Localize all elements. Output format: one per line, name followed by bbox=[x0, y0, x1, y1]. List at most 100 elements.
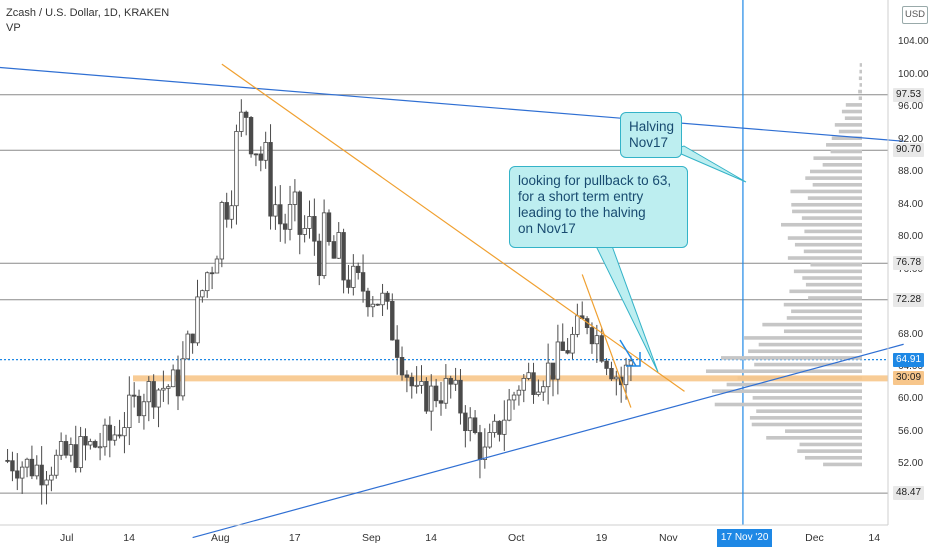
volume-bar bbox=[793, 269, 862, 274]
volume-bar bbox=[841, 109, 862, 114]
candle-body bbox=[604, 360, 609, 369]
candle-body bbox=[355, 265, 361, 273]
price-level-label: 48.47 bbox=[893, 486, 925, 501]
volume-bar bbox=[758, 342, 862, 347]
volume-bar bbox=[823, 462, 862, 467]
candle-body bbox=[234, 131, 239, 207]
candle-body bbox=[438, 400, 444, 404]
volume-bar bbox=[845, 103, 862, 107]
volume-bar bbox=[787, 236, 862, 240]
volume-bar bbox=[792, 209, 862, 214]
halving-callout[interactable]: Halving Nov17 bbox=[620, 112, 682, 158]
volume-bar bbox=[859, 83, 862, 87]
blue-trendline bbox=[192, 343, 904, 539]
candle-body bbox=[555, 341, 561, 380]
candle-body bbox=[346, 279, 351, 288]
volume-bar bbox=[785, 429, 862, 433]
volume-bar bbox=[791, 202, 862, 207]
price-tick: 96.00 bbox=[898, 101, 924, 113]
volume-bar bbox=[714, 402, 862, 407]
volume-bar bbox=[756, 409, 862, 413]
candle-body bbox=[190, 333, 195, 344]
candle-body bbox=[307, 216, 312, 229]
volume-bar bbox=[786, 316, 862, 320]
volume-bar bbox=[807, 196, 862, 200]
volume-bar bbox=[748, 349, 862, 354]
volume-bar bbox=[801, 216, 862, 220]
support-band bbox=[133, 375, 888, 382]
candle-body bbox=[248, 117, 254, 155]
candle-body bbox=[487, 432, 492, 448]
candle-body bbox=[24, 458, 30, 468]
currency-button[interactable]: USD bbox=[902, 6, 928, 24]
candle-body bbox=[326, 212, 332, 242]
candle-body bbox=[375, 303, 380, 306]
candle-body bbox=[282, 223, 288, 230]
candle-body bbox=[127, 394, 132, 428]
price-tick: 52.00 bbox=[898, 458, 924, 470]
volume-bar bbox=[726, 382, 862, 387]
candle-body bbox=[214, 258, 220, 274]
candle-body bbox=[278, 204, 283, 225]
volume-profile bbox=[705, 63, 862, 467]
candle-body bbox=[19, 466, 25, 479]
candle-body bbox=[560, 341, 565, 351]
candle-body bbox=[594, 335, 600, 345]
price-tick: 88.00 bbox=[898, 166, 924, 178]
candle-body bbox=[399, 357, 405, 376]
time-tick: Jul bbox=[60, 532, 74, 544]
volume-bar bbox=[830, 149, 862, 154]
candle-body bbox=[453, 379, 458, 385]
volume-bar bbox=[781, 222, 862, 227]
candle-body bbox=[429, 385, 434, 412]
candle-body bbox=[414, 384, 419, 387]
candle-body bbox=[39, 464, 44, 486]
price-tick: 60.00 bbox=[898, 393, 924, 405]
volume-bar bbox=[766, 436, 862, 440]
volume-bar bbox=[812, 182, 862, 187]
chart-header: Zcash / U.S. Dollar, 1D, KRAKEN VP bbox=[6, 6, 169, 36]
candle-body bbox=[151, 381, 156, 408]
orange-trendline bbox=[581, 274, 632, 408]
candle-body bbox=[404, 374, 410, 378]
price-tick: 56.00 bbox=[898, 425, 924, 437]
candle-body bbox=[68, 444, 74, 456]
candle-body bbox=[521, 377, 526, 391]
volume-bar bbox=[805, 176, 862, 180]
symbol-title[interactable]: Zcash / U.S. Dollar, 1D, KRAKEN bbox=[6, 7, 170, 19]
candle-body bbox=[224, 202, 229, 220]
volume-bar bbox=[822, 163, 862, 167]
candle-body bbox=[297, 191, 302, 235]
volume-bar bbox=[805, 282, 862, 287]
candle-body bbox=[360, 272, 366, 292]
candle-body bbox=[575, 315, 580, 335]
candle-body bbox=[477, 432, 483, 460]
candle-body bbox=[107, 424, 113, 441]
candle-body bbox=[292, 191, 298, 205]
candle-body bbox=[565, 350, 570, 354]
candle-body bbox=[628, 360, 634, 366]
candle-body bbox=[88, 441, 93, 446]
candle-body bbox=[58, 441, 64, 456]
volume-bar bbox=[797, 449, 862, 453]
candle-body bbox=[541, 386, 546, 393]
candle-body bbox=[205, 272, 210, 292]
candle-body bbox=[463, 412, 468, 432]
price-level-label: 64.91 bbox=[893, 352, 925, 367]
volume-bar bbox=[754, 362, 862, 367]
candle-body bbox=[78, 436, 83, 469]
pullback-callout[interactable]: looking for pullback to 63, for a short … bbox=[509, 166, 688, 248]
indicator-label[interactable]: VP bbox=[6, 22, 21, 34]
candle-body bbox=[390, 300, 395, 341]
volume-bar bbox=[749, 416, 862, 420]
candle-body bbox=[545, 362, 551, 388]
candle-body bbox=[34, 464, 39, 477]
candle-body bbox=[180, 358, 186, 397]
volume-bar bbox=[790, 189, 862, 194]
candle-body bbox=[531, 372, 536, 395]
candle-body bbox=[268, 142, 273, 217]
volume-bar bbox=[721, 356, 862, 360]
candle-body bbox=[63, 441, 69, 456]
volume-bar bbox=[834, 123, 862, 127]
